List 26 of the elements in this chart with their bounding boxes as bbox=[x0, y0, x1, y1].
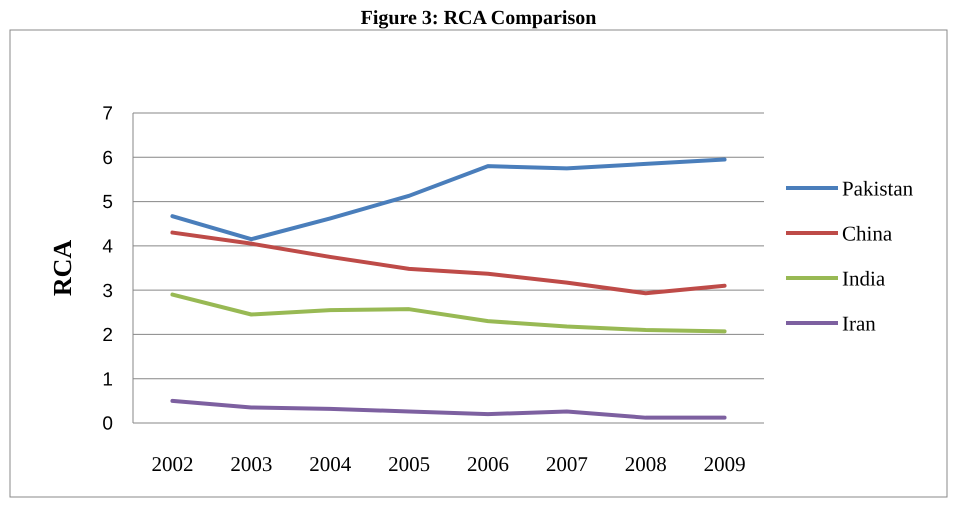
legend-label: China bbox=[842, 221, 893, 246]
x-tick-label: 2002 bbox=[151, 452, 194, 476]
x-tick-label: 2006 bbox=[466, 452, 509, 476]
y-axis-title: RCA bbox=[48, 240, 77, 296]
y-tick-label: 2 bbox=[102, 325, 113, 346]
x-tick-label: 2005 bbox=[388, 452, 430, 476]
x-tick-label: 2004 bbox=[309, 452, 352, 476]
legend-label: Pakistan bbox=[842, 176, 914, 200]
y-tick-label: 6 bbox=[102, 148, 113, 169]
y-tick-label: 4 bbox=[102, 236, 114, 258]
y-tick-label: 5 bbox=[102, 192, 113, 214]
line-series bbox=[170, 230, 727, 296]
chart-title: Figure 3: RCA Comparison bbox=[360, 7, 596, 29]
x-tick-label: 2009 bbox=[704, 452, 746, 476]
line-series bbox=[170, 292, 727, 334]
x-tick-label: 2007 bbox=[546, 452, 588, 476]
y-tick-label: 7 bbox=[102, 104, 113, 125]
line-series bbox=[170, 158, 727, 242]
line-series bbox=[170, 398, 727, 420]
legend-label: Iran bbox=[842, 311, 876, 336]
legend-label: India bbox=[842, 266, 886, 290]
y-tick-label: 1 bbox=[102, 369, 113, 390]
y-tick-label: 3 bbox=[102, 280, 113, 302]
y-tick-label: 0 bbox=[102, 414, 113, 435]
x-tick-label: 2008 bbox=[624, 452, 667, 476]
x-tick-label: 2003 bbox=[230, 452, 272, 476]
